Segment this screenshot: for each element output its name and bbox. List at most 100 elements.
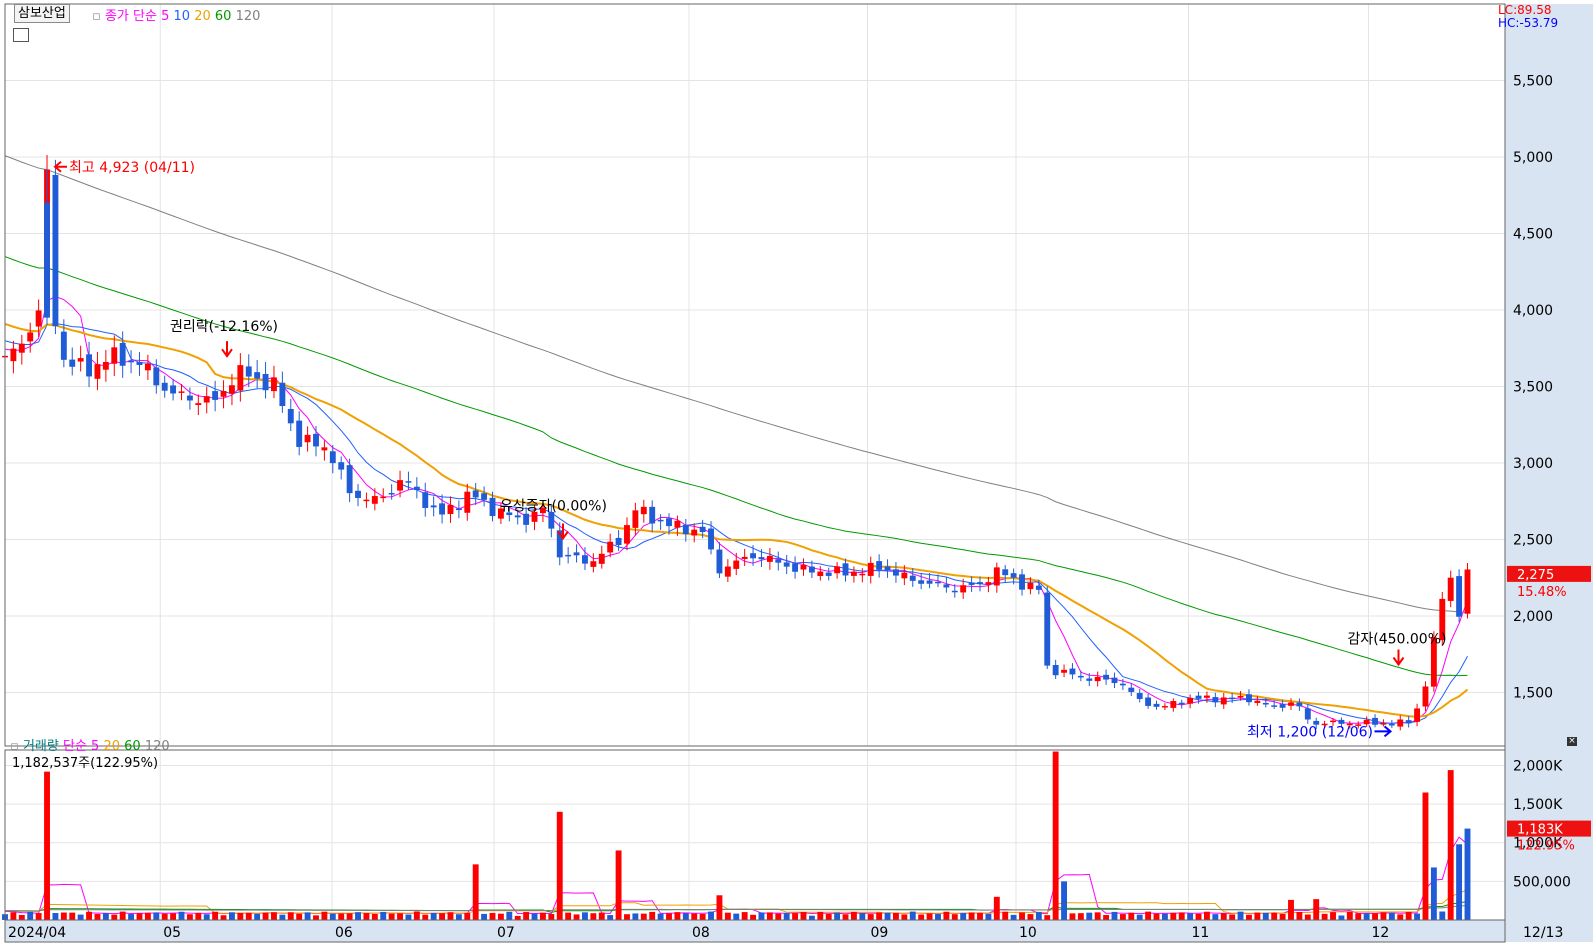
volume-bar	[783, 912, 790, 920]
candle	[993, 567, 1000, 586]
candle	[624, 525, 630, 544]
volume-bar	[993, 896, 1000, 920]
volume-bar	[775, 913, 782, 920]
volume-bar	[539, 912, 546, 920]
volume-bar	[447, 912, 454, 920]
volume-bar	[523, 912, 530, 920]
volume-bar	[893, 912, 899, 920]
candle	[1447, 577, 1454, 601]
volume-bar	[1044, 915, 1051, 920]
volume-bar	[405, 914, 412, 920]
candle	[355, 490, 361, 498]
volume-bar	[531, 913, 538, 920]
volume-bar	[1246, 914, 1252, 920]
volume-bar	[607, 915, 614, 920]
candle	[750, 553, 757, 559]
date-tick-label: 11	[1192, 925, 1210, 941]
volume-bar	[918, 914, 925, 920]
volume-bar	[1430, 867, 1437, 920]
volume-bar	[77, 914, 84, 920]
volume-bar	[338, 913, 345, 920]
candle	[1405, 720, 1412, 724]
candle	[800, 564, 807, 570]
volume-bar	[1027, 914, 1034, 920]
volume-bar	[136, 913, 143, 920]
volume-bar	[321, 911, 328, 920]
volume-bar	[800, 912, 807, 920]
volume-bar	[329, 913, 336, 920]
candle	[1304, 708, 1311, 720]
stock-name-button[interactable]: 삼보산업	[14, 4, 70, 23]
volume-bar	[1153, 913, 1160, 920]
volume-bar	[1052, 751, 1059, 920]
volume-bar	[859, 913, 866, 920]
vol-ma-120-label: 120	[144, 739, 170, 754]
candle	[271, 377, 277, 392]
volume-bar	[1061, 881, 1067, 920]
price-tick-label: 4,500	[1513, 226, 1553, 242]
candle	[481, 493, 488, 500]
volume-bar	[1380, 912, 1387, 920]
candle	[1145, 697, 1152, 706]
candle	[708, 528, 714, 550]
candle	[1372, 717, 1378, 725]
candle	[615, 537, 622, 546]
candle	[346, 465, 353, 494]
ma-10-line	[4, 322, 1468, 724]
volume-bar	[632, 913, 639, 920]
volume-bar	[86, 911, 92, 920]
volume-bar	[413, 911, 420, 920]
volume-bar	[1296, 911, 1303, 920]
candle	[212, 391, 219, 400]
volume-bar	[186, 914, 193, 920]
volume-bar	[497, 913, 504, 920]
candle	[321, 447, 328, 451]
candle	[817, 571, 824, 577]
volume-bar	[708, 911, 714, 920]
volume-bar	[102, 913, 109, 920]
volume-bar	[1103, 915, 1110, 920]
candle	[489, 497, 496, 517]
close-icon[interactable]: ×	[1567, 736, 1577, 746]
grid-toggle-icon[interactable]	[13, 28, 29, 42]
volume-legend: ▫ 거래량 단순 5 20 60 120	[10, 735, 170, 754]
volume-bar	[388, 913, 395, 920]
volume-bar	[624, 914, 630, 920]
volume-bar	[44, 771, 50, 920]
volume-bar	[808, 915, 815, 920]
volume-bar	[1388, 912, 1395, 920]
volume-bar	[1414, 913, 1421, 920]
volume-bar	[212, 911, 219, 920]
volume-tick-label: 1,000K	[1513, 836, 1563, 852]
volume-bar	[1086, 912, 1093, 920]
candle	[539, 507, 546, 514]
candle	[666, 518, 672, 527]
volume-bar	[548, 914, 555, 920]
candle	[1103, 674, 1110, 680]
candle	[1271, 705, 1278, 707]
volume-bar	[666, 913, 672, 920]
candle	[1187, 697, 1194, 704]
candle	[1321, 723, 1328, 726]
volume-bar	[178, 911, 185, 920]
volume-tick-label: 2,000K	[1513, 758, 1563, 774]
volume-bar	[1330, 912, 1336, 920]
volume-bar	[506, 911, 513, 920]
volume-bar	[565, 912, 572, 920]
candle	[918, 580, 925, 584]
volume-bar	[1119, 914, 1126, 920]
volume-bar	[909, 911, 916, 920]
candle	[1044, 592, 1051, 666]
date-tick-label: 08	[692, 925, 710, 941]
lc-value: LC:89.58	[1498, 3, 1552, 17]
candle	[220, 391, 227, 397]
ma-5-line	[4, 295, 1468, 724]
volume-bar	[960, 912, 967, 920]
candle	[153, 367, 160, 386]
candle	[1077, 675, 1084, 678]
candle	[1178, 702, 1185, 705]
volume-bar	[750, 914, 757, 920]
volume-bar	[615, 850, 622, 920]
volume-panel-frame	[4, 749, 1506, 921]
